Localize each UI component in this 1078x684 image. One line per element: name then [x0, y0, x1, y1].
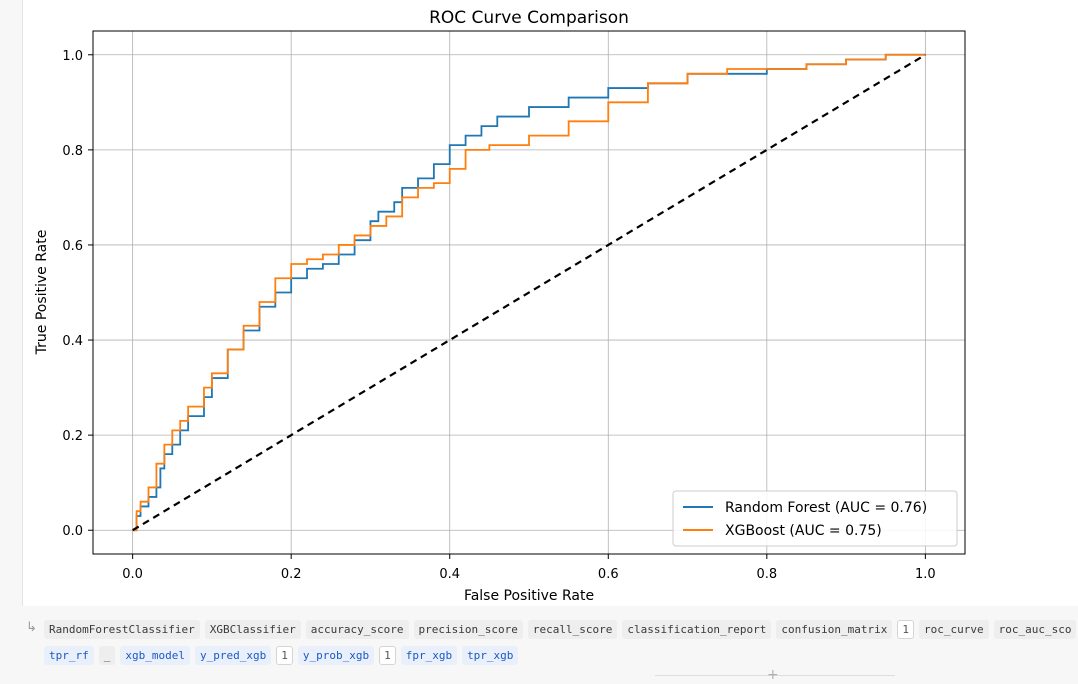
y-tick-label: 0.8 [62, 144, 83, 159]
legend-box [672, 490, 958, 547]
y-tick-label: 0.0 [62, 524, 83, 539]
variable-chip[interactable]: accuracy_score [305, 620, 409, 639]
y-axis-label: True Positive Rate [34, 230, 50, 356]
series-layer [132, 53, 926, 532]
variable-chip[interactable]: _ [98, 646, 116, 665]
variable-chip[interactable]: confusion_matrix [776, 620, 893, 639]
variable-count-badge[interactable]: 1 [276, 646, 293, 665]
x-tick-label: 0.0 [122, 567, 143, 582]
x-tick-label: 0.8 [756, 567, 777, 582]
y-tick-label: 0.2 [62, 429, 83, 444]
variables-row-1: RandomForestClassifier XGBClassifier accur… [44, 620, 1077, 639]
notebook-left-rule [22, 0, 23, 606]
chance-diagonal-line [132, 53, 926, 532]
variable-chip[interactable]: y_pred_xgb [194, 646, 272, 665]
variables-row-2: tpr_rf _ xgb_model y_pred_xgb 1 y_prob_xgb 1 fp… [44, 646, 519, 665]
variable-chip[interactable]: tpr_xgb [462, 646, 519, 665]
x-axis-label: False Positive Rate [464, 588, 594, 604]
variable-chip[interactable]: roc_curve [919, 620, 989, 639]
variable-count-badge[interactable]: 1 [379, 646, 396, 665]
x-tick-label: 0.2 [281, 567, 302, 582]
add-cell-plus-icon[interactable]: + [767, 667, 779, 683]
x-tick-label: 0.4 [439, 567, 460, 582]
variable-chip[interactable]: classification_report [622, 620, 772, 639]
variable-chip[interactable]: recall_score [527, 620, 618, 639]
x-tick-label: 1.0 [915, 567, 936, 582]
variable-chip[interactable]: XGBClassifier [204, 620, 301, 639]
variable-chip[interactable]: fpr_xgb [400, 646, 458, 665]
legend-label-xgboost: XGBoost (AUC = 0.75) [725, 523, 882, 539]
xgboost-roc-line [132, 53, 926, 532]
output-arrow-icon: ↳ [26, 620, 37, 635]
legend-label-random-forest: Random Forest (AUC = 0.76) [725, 500, 927, 516]
y-tick-label: 1.0 [62, 49, 83, 64]
add-cell-divider [655, 675, 895, 676]
y-tick-label: 0.6 [62, 239, 83, 254]
variable-chip[interactable]: xgb_model [120, 646, 190, 665]
variable-chip[interactable]: RandomForestClassifier [44, 620, 200, 639]
plot-frame [92, 30, 966, 555]
variable-chip[interactable]: tpr_rf [44, 646, 94, 665]
chart-title: ROC Curve Comparison [429, 8, 629, 28]
variable-chip[interactable]: y_prob_xgb [297, 646, 375, 665]
tick-layer: 0.0 0.2 0.4 0.6 0.8 1.0 0.0 0.2 0.4 0.6 0.8 1.0 [62, 49, 935, 582]
variable-count-badge[interactable]: 1 [897, 620, 915, 639]
variable-chip[interactable]: precision_score [413, 620, 523, 639]
variable-chip[interactable]: roc_auc_sco [993, 620, 1077, 639]
roc-chart: 0.0 0.2 0.4 0.6 0.8 1.0 0.0 0.2 0.4 0.6 0.8 1.0 ROC… [34, 8, 966, 604]
x-tick-label: 0.6 [598, 567, 619, 582]
y-tick-label: 0.4 [62, 334, 83, 349]
legend: Random Forest (AUC = 0.76) XGBoost (AUC … [672, 490, 958, 547]
